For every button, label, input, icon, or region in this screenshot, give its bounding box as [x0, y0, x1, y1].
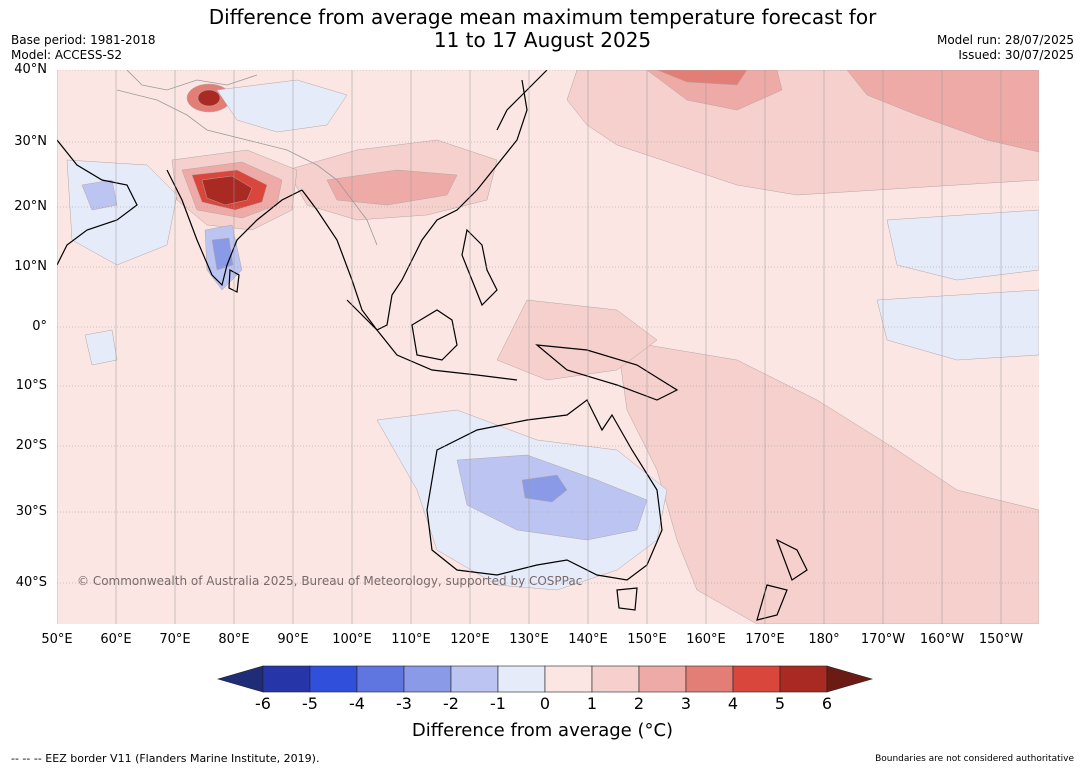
- coastline-tasmania: [616, 587, 638, 611]
- colorbar-cell: [450, 665, 499, 693]
- colorbar-arrow-low: [216, 665, 264, 693]
- warm-region-north-pacific-strong: [846, 70, 1039, 153]
- warm-region-tropics: [496, 299, 658, 381]
- longitude-label: 110°E: [391, 632, 431, 647]
- base-period-text: Base period: 1981-2018: [11, 33, 156, 47]
- eez-border-note: -- -- -- EEZ border V11 (Flanders Marine…: [11, 752, 320, 765]
- model-text: Model: ACCESS-S2: [11, 48, 123, 62]
- border-indochina: [336, 179, 378, 246]
- coastline-se-asia: [301, 79, 528, 331]
- colorbar-tick-label: -2: [443, 694, 459, 713]
- model-run-text: Model run: 28/07/2025: [936, 33, 1074, 47]
- colorbar-arrow-high: [826, 665, 874, 693]
- coastlines: [57, 70, 808, 621]
- map-title-line-2: 11 to 17 August 2025: [433, 28, 652, 52]
- latitude-label: 10°S: [15, 378, 47, 393]
- colorbar-cell: [544, 665, 593, 693]
- cool-region-tibet: [216, 79, 348, 133]
- longitude-label: 160°W: [919, 632, 965, 647]
- colorbar-tick-label: 6: [821, 694, 833, 713]
- longitude-label: 120°E: [450, 632, 490, 647]
- longitude-label: 60°E: [100, 632, 132, 647]
- colorbar-tick-label: -6: [255, 694, 271, 713]
- latitude-label: 20°S: [15, 438, 47, 453]
- latitude-label: 20°N: [14, 199, 47, 214]
- colorbar-cell: [262, 665, 311, 693]
- colorbar-cell: [403, 665, 452, 693]
- longitude-label: 160°E: [686, 632, 726, 647]
- longitude-label: 90°E: [277, 632, 309, 647]
- colorbar-tick-label: -5: [302, 694, 318, 713]
- colorbar-cell: [685, 665, 734, 693]
- coastline-australia: [426, 399, 663, 581]
- colorbar-cell: [309, 665, 358, 693]
- cool-region-australia-core: [521, 474, 568, 503]
- colorbar-cell: [356, 665, 405, 693]
- longitude-label: 150°E: [627, 632, 667, 647]
- coastline-new-guinea: [535, 344, 679, 401]
- coastline-india: [166, 169, 303, 287]
- longitude-label: 150°W: [978, 632, 1024, 647]
- warm-region-japan-core: [656, 70, 748, 86]
- colorbar-tick-label: 5: [774, 694, 786, 713]
- longitude-label: 80°E: [218, 632, 250, 647]
- latitude-label: 30°S: [15, 504, 47, 519]
- colorbar-title: Difference from average (°C): [411, 720, 674, 741]
- longitude-label: 50°E: [41, 632, 73, 647]
- warm-region-india-core: [201, 175, 253, 206]
- issued-text: Issued: 30/07/2025: [958, 48, 1074, 62]
- latitude-label: 10°N: [14, 259, 47, 274]
- forecast-map: © Commonwealth of Australia 2025, Bureau…: [57, 70, 1039, 624]
- cool-region-central-pacific: [876, 289, 1039, 361]
- colorbar-cell: [638, 665, 687, 693]
- colorbar: [216, 665, 874, 693]
- boundaries-note: Boundaries are not considered authoritat…: [875, 754, 1074, 764]
- border-central-asia: [126, 70, 258, 91]
- latitude-label: 30°N: [14, 134, 47, 149]
- colorbar-tick-label: 3: [680, 694, 692, 713]
- longitude-label: 70°E: [159, 632, 191, 647]
- colorbar-tick-label: 1: [586, 694, 598, 713]
- longitude-label: 100°E: [332, 632, 372, 647]
- anomaly-shading: [66, 70, 1039, 624]
- colorbar-tick-label: -1: [490, 694, 506, 713]
- colorbar-tick-label: 2: [633, 694, 645, 713]
- colorbar-tick-label: 4: [727, 694, 739, 713]
- warm-hotspot-himalaya-core: [197, 89, 221, 107]
- colorbar-cell: [779, 665, 828, 693]
- border-south-asia: [116, 89, 338, 181]
- country-borders: [116, 70, 378, 246]
- coastline-japan: [496, 70, 548, 131]
- coastline-philippines: [461, 228, 498, 307]
- longitude-label: 170°W: [860, 632, 906, 647]
- coastline-new-zealand-north: [775, 538, 808, 581]
- warm-region-japan: [646, 70, 783, 111]
- coastline-borneo: [411, 309, 458, 361]
- coastline-new-zealand-south: [756, 584, 788, 621]
- colorbar-tick-label: -3: [396, 694, 412, 713]
- coastline-sri-lanka: [228, 269, 240, 293]
- longitude-label: 170°E: [745, 632, 785, 647]
- colorbar-cell: [591, 665, 640, 693]
- longitude-label: 180°: [808, 632, 840, 647]
- colorbar-tick-label: 0: [539, 694, 551, 713]
- longitude-label: 140°E: [568, 632, 608, 647]
- latitude-label: 0°: [32, 319, 47, 334]
- graticule: [57, 70, 1039, 624]
- longitude-label: 130°E: [509, 632, 549, 647]
- warm-region-china-strong: [326, 169, 458, 206]
- copyright-text: © Commonwealth of Australia 2025, Bureau…: [77, 574, 582, 588]
- coastline-sumatra-java: [346, 299, 518, 381]
- latitude-label: 40°N: [14, 62, 47, 77]
- latitude-label: 40°S: [15, 575, 47, 590]
- cool-region-arabian-sea-inner: [81, 179, 118, 211]
- warm-region-south-pacific: [616, 339, 1039, 624]
- colorbar-cell: [732, 665, 781, 693]
- cool-region-indian-ocean: [84, 329, 118, 366]
- map-title-line-1: Difference from average mean maximum tem…: [208, 5, 877, 29]
- colorbar-tick-label: -4: [349, 694, 365, 713]
- colorbar-cell: [497, 665, 546, 693]
- coastline-arabia: [57, 139, 138, 266]
